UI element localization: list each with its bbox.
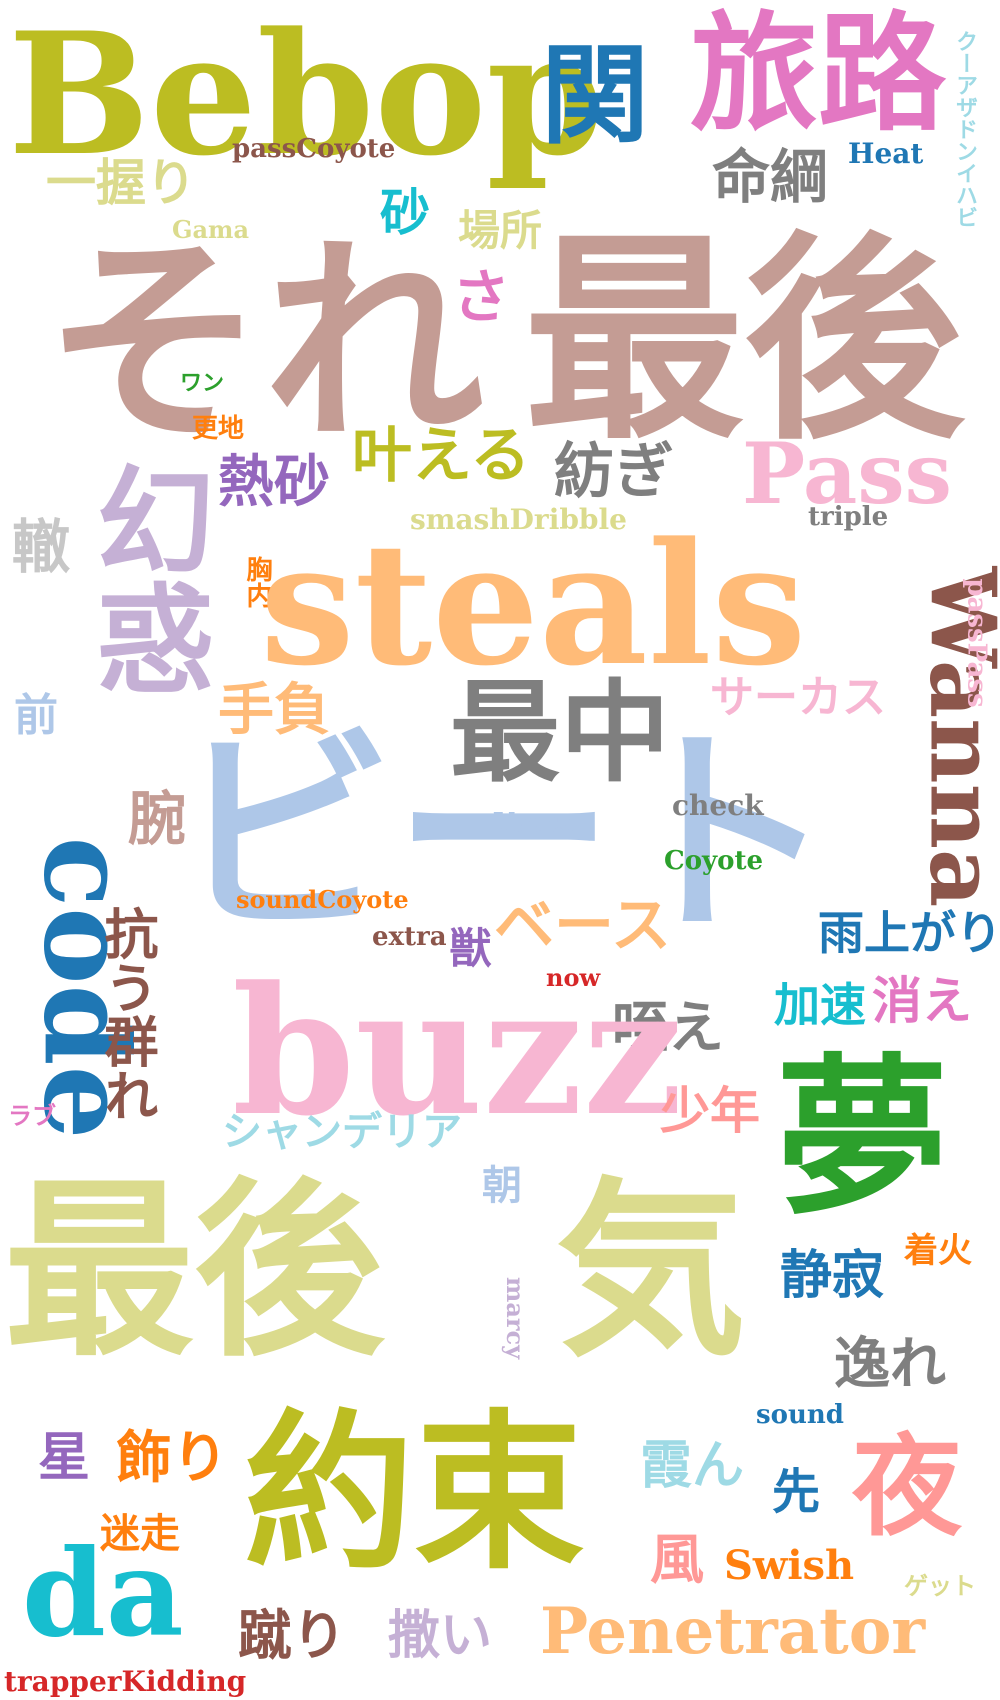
word-passcoyote: passCoyote bbox=[232, 134, 396, 164]
word-kuwae: 咥え bbox=[612, 995, 724, 1061]
word-marcy: marcy bbox=[501, 1276, 531, 1360]
word-aragaumure: 抗う群れ bbox=[95, 906, 159, 1122]
word-tabiji: 旅路 bbox=[690, 0, 947, 149]
word-ude: 腕 bbox=[128, 785, 187, 853]
word-yakusoku: 約束 bbox=[244, 1393, 585, 1593]
word-pass: Pass bbox=[742, 424, 952, 523]
word-buzz: buzz bbox=[232, 948, 683, 1155]
word-kaze: 風 bbox=[650, 1527, 704, 1591]
word-meisou: 迷走 bbox=[100, 1510, 180, 1557]
word-tsumugi: 紡ぎ bbox=[554, 437, 674, 507]
word-seki: 関 bbox=[523, 38, 649, 146]
word-kanaeru: 叶える bbox=[352, 421, 531, 491]
word-kasoku: 加速 bbox=[774, 978, 866, 1032]
word-kazari: 飾り bbox=[116, 1425, 228, 1491]
word-teoi: 手負 bbox=[218, 677, 330, 743]
word-saigo-bottom: 最後 bbox=[4, 1159, 385, 1382]
word-kuuazadon: クーアザドンイハビ bbox=[952, 30, 978, 228]
word-sa: さ bbox=[452, 263, 511, 331]
word-heat: Heat bbox=[848, 137, 924, 170]
word-mai: 撒い bbox=[388, 1605, 493, 1666]
word-saakasu: サーカス bbox=[710, 672, 886, 723]
word-rabu: ラブ bbox=[8, 1101, 56, 1130]
word-asa: 朝 bbox=[475, 1164, 522, 1204]
word-penetrator: Penetrator bbox=[540, 1594, 926, 1669]
word-smashdribble: smashDribble bbox=[410, 503, 627, 536]
word-inochizuna: 命綱 bbox=[712, 143, 829, 211]
word-kie: 消え bbox=[872, 971, 972, 1030]
word-saki: 先 bbox=[772, 1464, 821, 1520]
word-biito: ビート bbox=[174, 704, 835, 963]
word-wadachi: 轍 bbox=[12, 513, 71, 581]
word-seijaku: 静寂 bbox=[780, 1245, 885, 1306]
word-amaagari: 雨上がり bbox=[818, 906, 1000, 960]
word-getto: ゲット bbox=[904, 1571, 976, 1600]
word-sore: それ bbox=[44, 212, 485, 471]
word-triple: triple bbox=[808, 502, 889, 532]
word-yume: 夢 bbox=[776, 1036, 948, 1239]
word-coyote: Coyote bbox=[664, 846, 764, 876]
word-beesu: ベース bbox=[494, 891, 671, 961]
word-kemono: 獣 bbox=[443, 926, 492, 968]
word-nessa: 熱砂 bbox=[218, 449, 330, 515]
word-bebop: Bebop bbox=[8, 0, 604, 193]
word-swish: Swish bbox=[724, 1542, 855, 1589]
word-wan: ワン bbox=[180, 370, 225, 396]
word-now: now bbox=[546, 963, 601, 992]
word-vasco: Vasco bbox=[494, 808, 577, 838]
word-sarachi: 更地 bbox=[192, 414, 245, 444]
word-suna: 砂 bbox=[380, 183, 430, 242]
word-shanderia: シャンデリア bbox=[222, 1108, 462, 1155]
word-check: check bbox=[672, 789, 764, 822]
word-steals: steals bbox=[260, 505, 807, 703]
word-munauchi: 胸内 bbox=[242, 556, 272, 608]
word-chakka: 着火 bbox=[904, 1231, 972, 1271]
word-soundcoyote: soundCoyote bbox=[236, 885, 409, 914]
word-sore-verb: 逸れ bbox=[834, 1331, 946, 1397]
word-genwaku: 幻惑 bbox=[76, 460, 215, 696]
word-passpass: passPass bbox=[961, 578, 992, 708]
word-ki: 気 bbox=[556, 1159, 747, 1382]
word-basho: 場所 bbox=[458, 206, 543, 255]
word-saigo-top: 最後 bbox=[524, 210, 965, 469]
word-hoshi: 星 bbox=[38, 1427, 91, 1488]
word-hitonigiri: 一握り bbox=[46, 153, 196, 212]
word-kasun: 霞ん bbox=[640, 1435, 745, 1496]
word-yoru: 夜 bbox=[852, 1422, 962, 1551]
word-da: da bbox=[22, 1523, 184, 1664]
word-mae: 前 bbox=[14, 690, 58, 741]
word-gama: Gama bbox=[172, 215, 249, 244]
word-saichuu: 最中 bbox=[450, 668, 670, 797]
word-sound: sound bbox=[756, 1400, 844, 1430]
word-extra: extra bbox=[372, 922, 447, 952]
word-keri: 蹴り bbox=[238, 1603, 346, 1667]
word-trapperkidding: trapperKidding bbox=[4, 1665, 247, 1698]
word-shounen: 少年 bbox=[660, 1081, 760, 1140]
